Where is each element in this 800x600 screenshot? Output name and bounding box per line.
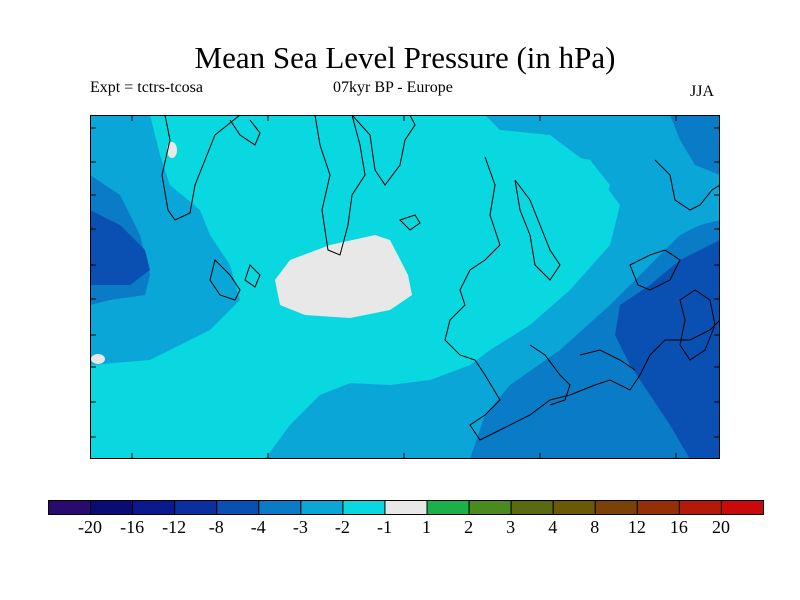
colorbar-label: -2 [334, 517, 350, 537]
colorbar-swatch [552, 500, 596, 515]
colorbar-label: -3 [292, 517, 308, 537]
colorbar [48, 500, 764, 515]
colorbar-label: 16 [669, 517, 688, 537]
colorbar-label: 4 [548, 517, 558, 537]
anomaly-band-west-strong [90, 210, 150, 285]
pressure-map [90, 115, 720, 459]
colorbar-label: -1 [376, 517, 392, 537]
colorbar-swatch [132, 500, 176, 515]
near-zero-spot-2 [91, 354, 105, 364]
colorbar-swatch [636, 500, 680, 515]
colorbar-swatch [510, 500, 554, 515]
colorbar-label: -12 [162, 517, 187, 537]
colorbar-swatch [258, 500, 302, 515]
colorbar-label: -8 [208, 517, 224, 537]
colorbar-label: 12 [627, 517, 646, 537]
period-region-label: 07kyr BP - Europe [333, 79, 453, 96]
colorbar-label: -4 [250, 517, 266, 537]
colorbar-label: -16 [120, 517, 145, 537]
colorbar-swatch [90, 500, 134, 515]
colorbar-label: 1 [422, 517, 432, 537]
anomaly-blob-scandinavia [490, 150, 610, 235]
near-zero-region [275, 235, 412, 318]
colorbar-label: 2 [464, 517, 474, 537]
colorbar-swatch [300, 500, 344, 515]
colorbar-swatch [342, 500, 386, 515]
colorbar-swatch [426, 500, 470, 515]
colorbar-swatch [384, 500, 428, 515]
plot-title: Mean Sea Level Pressure (in hPa) [194, 40, 616, 75]
coastlines [161, 115, 720, 441]
colorbar-swatch [468, 500, 512, 515]
axis-ticks [90, 115, 720, 459]
colorbar-label: 3 [506, 517, 516, 537]
colorbar-swatch [594, 500, 638, 515]
anomaly-band-east-strong [615, 240, 720, 459]
colorbar-swatch [174, 500, 218, 515]
season-label: JJA [690, 83, 715, 100]
colorbar-swatch [720, 500, 764, 515]
colorbar-swatch [678, 500, 722, 515]
colorbar-label: -20 [78, 517, 103, 537]
colorbar-label: 20 [711, 517, 730, 537]
colorbar-swatch [216, 500, 260, 515]
anomaly-band-northeast [670, 115, 720, 175]
colorbar-label: 8 [590, 517, 600, 537]
experiment-label: Expt = tctrs-tcosa [90, 79, 203, 96]
colorbar-swatch [48, 500, 92, 515]
map-frame [90, 115, 720, 459]
near-zero-spot-1 [167, 142, 177, 158]
